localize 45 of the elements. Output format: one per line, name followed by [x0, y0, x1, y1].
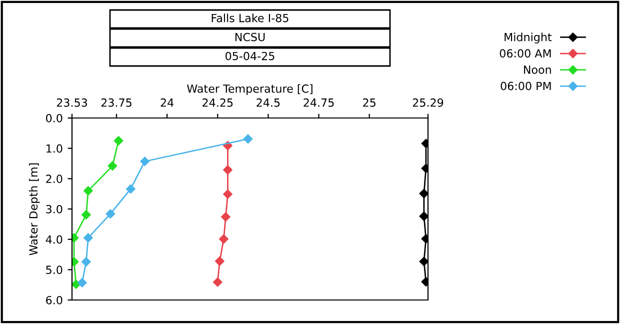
point — [421, 164, 428, 173]
point — [219, 234, 228, 244]
x-tick-label: 23.53 — [56, 98, 88, 107]
point — [215, 256, 224, 266]
y-tick-label: 6.0 — [46, 296, 62, 304]
x-tick-label: 23.75 — [101, 98, 132, 107]
y-tick-label: 0.0 — [46, 114, 62, 122]
point — [84, 233, 93, 242]
point — [421, 277, 428, 286]
point — [82, 257, 91, 266]
point — [243, 134, 253, 144]
chart-title: Falls Lake I-85 — [212, 14, 288, 22]
legend-label: Midnight — [504, 32, 552, 44]
y-tick-label: 1.0 — [46, 144, 62, 153]
x-tick-label: 24 — [160, 98, 174, 107]
y-tick-label: 5.0 — [46, 266, 62, 274]
point — [82, 210, 91, 220]
y-axis-title: Water Depth [m] — [28, 163, 40, 256]
x-tick-label: 24.25 — [202, 98, 233, 107]
point — [108, 161, 118, 171]
y-tick-label: 3.0 — [46, 204, 62, 214]
point — [223, 190, 232, 199]
point — [140, 156, 150, 166]
chart-subtitle: NCSU — [235, 32, 265, 42]
point — [213, 277, 222, 287]
legend-label: Noon — [524, 66, 551, 74]
point — [114, 136, 124, 146]
point — [421, 234, 428, 244]
y-tick-label: 4.0 — [46, 235, 62, 244]
x-axis-title: Water Temperature [C] — [187, 84, 312, 95]
legend-label: 06:00 PM — [500, 82, 551, 90]
text: 05-04-25 — [226, 52, 274, 60]
x-tick-label: 24.5 — [256, 98, 280, 107]
point — [126, 184, 136, 194]
x-tick-label: 25 — [363, 98, 376, 107]
legend-label: 06:00 AM — [500, 49, 551, 58]
point — [84, 186, 93, 196]
x-tick-label: 25.29 — [412, 98, 444, 107]
point — [221, 212, 230, 222]
point — [77, 278, 87, 288]
point — [223, 165, 232, 174]
point — [106, 209, 116, 218]
x-tick-label: 24.75 — [304, 98, 334, 107]
point — [421, 138, 428, 148]
y-tick-label: 2.0 — [46, 174, 62, 184]
